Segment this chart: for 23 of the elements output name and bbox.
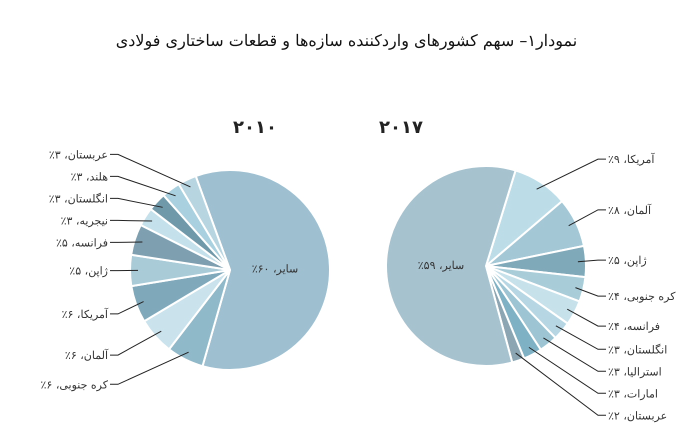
slice-label: آمریکا، ۶٪ <box>62 306 109 321</box>
slice-label: هلند، ۳٪ <box>70 170 108 184</box>
slice-label: ژاپن، ۵٪ <box>608 254 647 268</box>
slice-label: کره جنوبی، ۶٪ <box>40 378 109 392</box>
chart-subtitle: ۲۰۱۰ <box>233 117 277 138</box>
slice-label: استرالیا، ۳٪ <box>608 365 662 378</box>
slice-label: فرانسه، ۵٪ <box>56 236 108 250</box>
slice-label: عربستان، ۳٪ <box>48 148 108 162</box>
slice-label: آلمان، ۶٪ <box>64 348 109 362</box>
slice-label: عربستان، ۲٪ <box>608 409 668 422</box>
slice-label: انگلستان، ۳٪ <box>608 343 668 356</box>
slice-label: فرانسه، ۴٪ <box>608 320 660 334</box>
chart-title: نمودار۱– سهم کشورهای واردکننده سازه‌ها و قطعات ساختاری فولادی <box>116 31 578 50</box>
slice-label: نیجریه، ۳٪ <box>60 214 108 228</box>
chart-subtitle: ۲۰۱۷ <box>379 117 423 138</box>
slice-label: انگلستان، ۳٪ <box>48 192 108 206</box>
slice-label: سایر، ۶۰٪ <box>252 262 298 276</box>
slice-label: آلمان، ۸٪ <box>608 202 652 217</box>
slice-label: امارات، ۳٪ <box>608 387 658 400</box>
slice-label: سایر، ۵۹٪ <box>418 259 464 272</box>
slice-label: کره جنوبی، ۴٪ <box>608 290 676 304</box>
slice-label: ژاپن، ۵٪ <box>69 264 108 278</box>
slice-label: آمریکا، ۹٪ <box>608 152 656 166</box>
